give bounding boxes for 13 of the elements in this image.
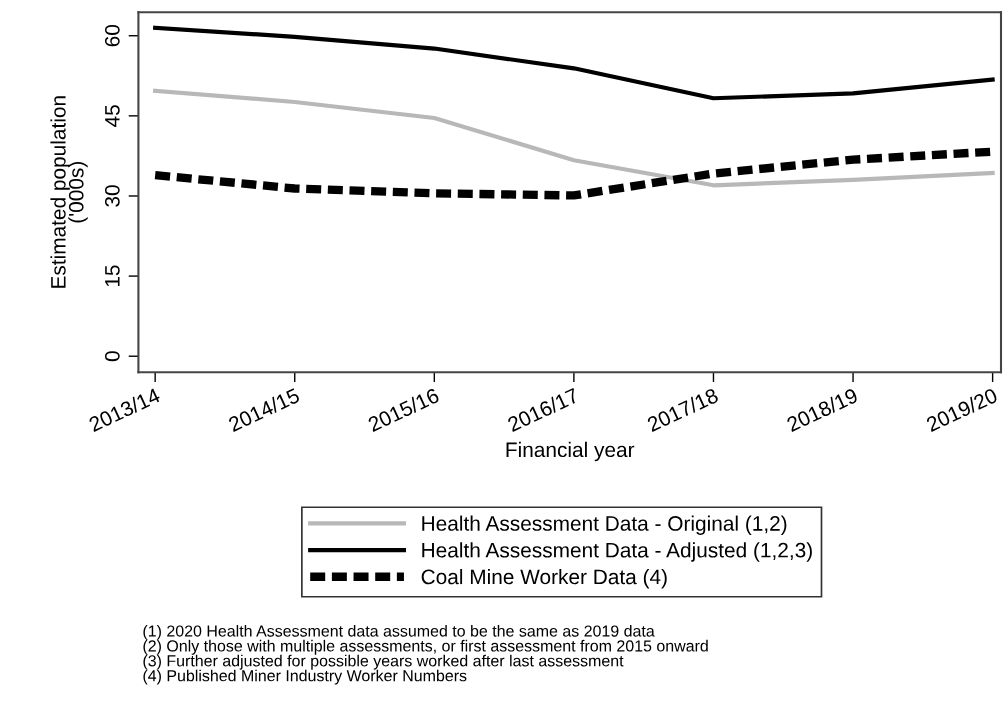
y-axis-title: Estimated population ('000s) <box>50 96 88 288</box>
x-axis-title: Financial year <box>506 441 635 462</box>
y-tick-label: 60 <box>104 24 120 47</box>
legend-label: Health Assessment Data - Original (1,2) <box>422 515 787 535</box>
line-series <box>153 88 995 188</box>
legend-label: Coal Mine Worker Data (4) <box>421 568 667 589</box>
y-tick-label: 0 <box>104 351 120 362</box>
y-tick-label: 30 <box>104 185 120 207</box>
y-tick-label: 45 <box>105 105 120 127</box>
line-series <box>153 25 995 101</box>
y-tick-label: 15 <box>105 265 120 287</box>
legend-label: Health Assessment Data - Adjusted (1,2,3) <box>422 542 812 562</box>
text: (1) 2020 Health Assessment data assumed to be the same as 2019 data (2) Only those with multiple assessments, or first assessment from 2015 onward (3) Further adjusted for possible years worked after last assessment (4) Published Miner Industry Worker Numbers <box>143 624 708 685</box>
